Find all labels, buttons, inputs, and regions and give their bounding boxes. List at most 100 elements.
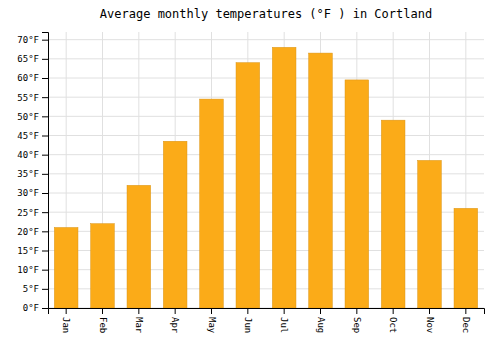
grid-line-y: [48, 154, 484, 155]
bars: [54, 47, 477, 308]
title: Average monthly temperatures (°F ) in Co…: [100, 7, 432, 21]
x-axis: Jan Feb Mar Apr May Jun Jul Aug Sep Oct Nov Dec: [49, 308, 485, 334]
x-axis-line: [49, 309, 485, 315]
x-tick-label: Feb: [98, 317, 108, 333]
bar: [418, 160, 442, 308]
grid-line-y: [48, 135, 484, 136]
bar: [454, 208, 478, 308]
x-tick: Sep: [352, 308, 362, 333]
y-tick-label: 55°F: [17, 93, 39, 103]
grid-line-y: [48, 78, 484, 79]
y-tick-label: 25°F: [17, 208, 39, 218]
x-tick-mark: [465, 308, 466, 314]
y-tick-mark: [42, 97, 48, 98]
x-tick-label: Sep: [352, 317, 362, 333]
y-tick: 0°F: [23, 303, 48, 313]
y-tick-mark: [42, 289, 48, 290]
y-tick-mark: [42, 40, 48, 41]
y-tick: 40°F: [17, 150, 48, 160]
grid: [48, 32, 484, 308]
x-tick-mark: [66, 308, 67, 314]
y-tick-label: 60°F: [17, 73, 39, 83]
x-tick: Apr: [170, 308, 180, 334]
x-tick: Dec: [461, 308, 471, 333]
x-tick-mark: [247, 308, 248, 314]
y-tick-mark: [42, 308, 48, 309]
y-axis-line: [42, 33, 49, 309]
y-tick-mark: [42, 231, 48, 232]
y-tick: 50°F: [17, 112, 48, 122]
bar: [381, 120, 405, 308]
x-tick-label: Mar: [134, 317, 144, 334]
bar: [91, 224, 115, 308]
x-tick-mark: [138, 308, 139, 314]
y-tick-mark: [42, 193, 48, 194]
y-tick-label: 45°F: [17, 131, 39, 141]
x-tick: Aug: [316, 308, 326, 333]
x-tick-mark: [320, 308, 321, 314]
x-tick-label: Nov: [425, 317, 435, 333]
y-tick-label: 50°F: [17, 112, 39, 122]
y-tick-mark: [42, 270, 48, 271]
y-tick-mark: [42, 78, 48, 79]
y-tick-mark: [42, 251, 48, 252]
y-axis: 0°F 5°F 10°F 15°F 20°F 25°F 30°F 35°F 40°F 45°F 50…: [17, 33, 48, 314]
bar: [236, 63, 260, 308]
x-tick-label: Apr: [170, 317, 180, 334]
y-tick-label: 40°F: [17, 150, 39, 160]
x-tick-label: Jul: [279, 317, 289, 333]
y-tick-label: 65°F: [17, 54, 39, 64]
x-tick-label: Jan: [61, 317, 71, 333]
y-tick: 60°F: [17, 73, 48, 83]
x-tick: Feb: [98, 308, 108, 333]
y-tick-label: 35°F: [17, 169, 39, 179]
x-tick-mark: [175, 308, 176, 314]
y-tick-mark: [42, 155, 48, 156]
bar: [345, 80, 369, 308]
y-tick: 65°F: [17, 54, 48, 64]
y-tick-mark: [42, 174, 48, 175]
bar: [163, 141, 187, 308]
grid-line-y: [48, 116, 484, 117]
y-tick: 5°F: [23, 284, 48, 294]
x-tick: Jul: [279, 308, 289, 333]
x-tick-mark: [284, 308, 285, 314]
x-tick-mark: [393, 308, 394, 314]
y-tick: 45°F: [17, 131, 48, 141]
y-tick-mark: [42, 116, 48, 117]
chart-svg: 0°F 5°F 10°F 15°F 20°F 25°F 30°F 35°F 40°F 45°F 50…: [0, 0, 500, 350]
x-tick: Jan: [61, 308, 71, 333]
x-tick: May: [207, 308, 217, 334]
x-tick-mark: [429, 308, 430, 314]
x-tick-label: May: [207, 317, 217, 334]
x-tick: Jun: [243, 308, 253, 333]
y-tick-label: 5°F: [23, 284, 39, 294]
x-tick-mark: [211, 308, 212, 314]
x-tick-mark: [102, 308, 103, 314]
x-tick: Oct: [388, 308, 398, 333]
y-tick: 15°F: [17, 246, 48, 256]
y-tick: 55°F: [17, 93, 48, 103]
bar: [54, 228, 78, 309]
y-tick: 10°F: [17, 265, 48, 275]
x-tick-label: Oct: [388, 317, 398, 333]
x-tick-label: Jun: [243, 317, 253, 333]
bar: [309, 53, 333, 308]
y-tick-label: 20°F: [17, 227, 39, 237]
y-tick-label: 30°F: [17, 188, 39, 198]
x-tick-label: Aug: [316, 317, 326, 333]
y-tick-mark: [42, 212, 48, 213]
y-tick-label: 0°F: [23, 303, 39, 313]
x-tick-label: Dec: [461, 317, 471, 333]
bar: [200, 99, 224, 308]
grid-line-y: [48, 97, 484, 98]
y-tick-label: 70°F: [17, 35, 39, 45]
y-tick: 25°F: [17, 208, 48, 218]
bar: [272, 47, 296, 308]
grid-line-y: [48, 39, 484, 40]
grid-line-y: [48, 58, 484, 59]
x-tick: Mar: [134, 308, 144, 334]
y-tick: 20°F: [17, 227, 48, 237]
x-tick-mark: [356, 308, 357, 314]
y-tick: 30°F: [17, 188, 48, 198]
